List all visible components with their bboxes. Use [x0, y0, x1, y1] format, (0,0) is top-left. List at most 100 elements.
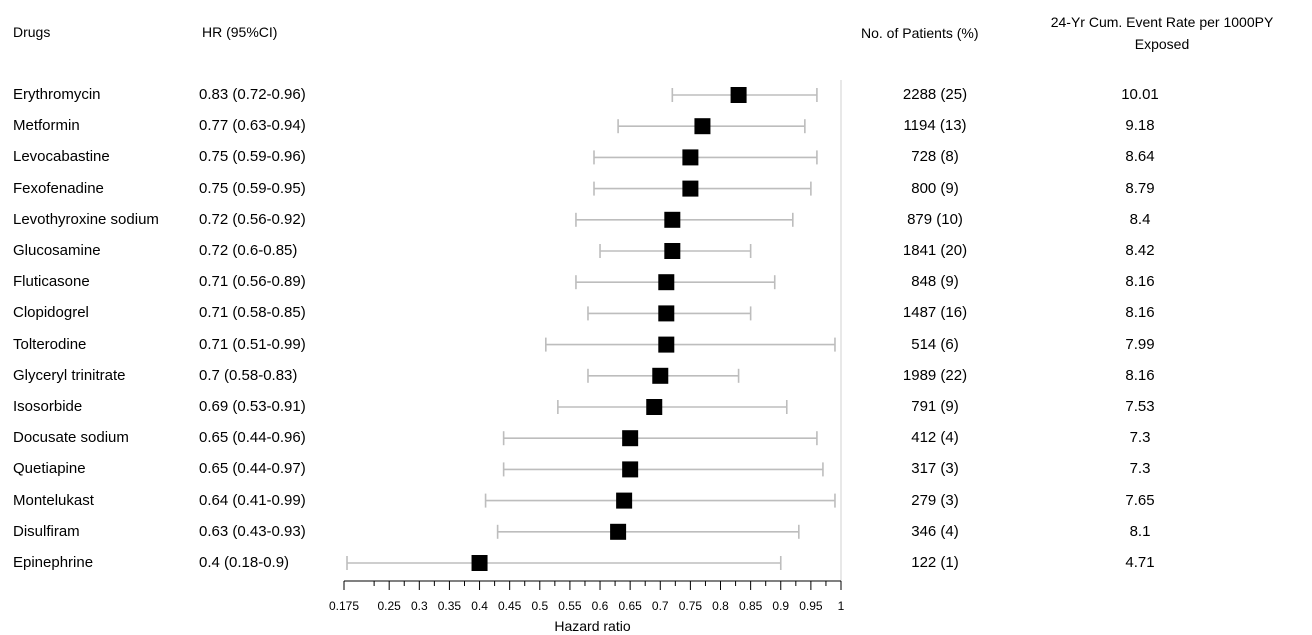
- event-rate: 7.3: [1129, 460, 1151, 478]
- x-tick-label: 0.35: [438, 599, 462, 613]
- event-rate: 8.42: [1125, 242, 1155, 259]
- hr-point: [682, 180, 699, 197]
- patients-count: 1194 (13): [903, 117, 967, 135]
- drug-name: Epinephrine: [13, 554, 94, 571]
- event-rate: 8.16: [1125, 304, 1155, 322]
- patients-count: 122 (1): [911, 554, 959, 571]
- patients-count: 317 (3): [911, 460, 959, 478]
- x-tick-label: 0.3: [411, 599, 428, 613]
- x-tick-label: 0.95: [799, 599, 823, 613]
- hr-point: [664, 243, 681, 259]
- hr-ci-text: 0.71 (0.51-0.99): [199, 335, 306, 353]
- hr-ci-text: 0.63 (0.43-0.93): [199, 522, 306, 540]
- hr-point: [610, 523, 627, 540]
- patients-count: 346 (4): [911, 522, 959, 540]
- x-axis-title: Hazard ratio: [554, 618, 630, 634]
- drug-name: Clopidogrel: [13, 304, 89, 322]
- header-patients: No. of Patients (%): [861, 25, 979, 41]
- x-tick-label: 0.175: [329, 599, 359, 613]
- x-tick-label: 0.65: [618, 599, 642, 613]
- x-tick-label: 0.6: [592, 599, 609, 613]
- header-drugs: Drugs: [13, 24, 51, 40]
- drug-name: Levocabastine: [13, 148, 110, 166]
- drug-name: Quetiapine: [13, 460, 86, 478]
- hr-ci-text: 0.77 (0.63-0.94): [199, 117, 306, 135]
- drug-name: Metformin: [13, 117, 80, 135]
- event-rate: 10.01: [1121, 86, 1159, 103]
- event-rate: 7.65: [1125, 491, 1155, 509]
- event-rate: 8.79: [1125, 179, 1155, 197]
- x-tick-label: 0.45: [498, 599, 522, 613]
- x-tick-label: 0.9: [772, 599, 789, 613]
- hr-point: [682, 149, 699, 166]
- x-tick-label: 0.25: [378, 599, 402, 613]
- hr-ci-text: 0.4 (0.18-0.9): [199, 554, 290, 571]
- x-tick-label: 0.55: [558, 599, 582, 613]
- patients-count: 791 (9): [911, 398, 959, 415]
- x-tick-label: 0.75: [679, 599, 703, 613]
- drug-name: Glyceryl trinitrate: [13, 366, 126, 384]
- event-rate: 9.18: [1125, 117, 1155, 135]
- drug-name: Levothyroxine sodium: [13, 210, 159, 228]
- hr-ci-text: 0.83 (0.72-0.96): [199, 86, 306, 103]
- header-hr: HR (95%CI): [202, 24, 278, 40]
- hr-point: [616, 492, 633, 509]
- patients-count: 879 (10): [907, 210, 963, 228]
- hr-ci-text: 0.71 (0.58-0.85): [199, 304, 306, 322]
- hr-ci-text: 0.65 (0.44-0.97): [199, 460, 306, 478]
- header-event-rate: 24-Yr Cum. Event Rate per 1000PY Exposed: [1050, 14, 1274, 52]
- hr-point: [694, 118, 711, 135]
- hr-point: [658, 336, 675, 353]
- hr-ci-text: 0.65 (0.44-0.96): [199, 429, 306, 447]
- event-rate: 8.64: [1125, 148, 1155, 166]
- patients-count: 1487 (16): [902, 304, 968, 322]
- hr-ci-text: 0.75 (0.59-0.96): [199, 148, 306, 166]
- event-rate: 4.71: [1125, 554, 1155, 571]
- x-tick-label: 0.85: [739, 599, 763, 613]
- hr-ci-text: 0.71 (0.56-0.89): [199, 273, 306, 291]
- hr-ci-text: 0.72 (0.56-0.92): [199, 210, 306, 228]
- event-rate: 7.99: [1125, 335, 1155, 353]
- event-rate: 7.3: [1129, 429, 1151, 447]
- patients-count: 728 (8): [911, 148, 959, 166]
- drug-name: Disulfiram: [13, 522, 80, 540]
- hr-point: [658, 305, 675, 322]
- drug-name: Isosorbide: [13, 398, 83, 415]
- hr-ci-text: 0.69 (0.53-0.91): [199, 398, 306, 415]
- patients-count: 279 (3): [911, 491, 959, 509]
- drug-name: Erythromycin: [13, 86, 101, 103]
- drug-name: Tolterodine: [13, 335, 87, 353]
- patients-count: 514 (6): [911, 335, 959, 353]
- patients-count: 848 (9): [911, 273, 959, 291]
- patients-count: 412 (4): [911, 429, 959, 447]
- hr-ci-text: 0.7 (0.58-0.83): [199, 366, 298, 384]
- event-rate: 8.16: [1125, 366, 1155, 384]
- x-tick-label: 0.5: [531, 599, 548, 613]
- x-tick-label: 1: [838, 599, 845, 613]
- patients-count: 1989 (22): [902, 366, 968, 384]
- hr-point: [658, 274, 675, 291]
- x-tick-label: 0.8: [712, 599, 729, 613]
- x-tick-label: 0.4: [471, 599, 488, 613]
- patients-count: 1841 (20): [902, 242, 968, 259]
- drug-name: Docusate sodium: [13, 429, 129, 447]
- drug-name: Fluticasone: [13, 273, 90, 291]
- hr-point: [622, 430, 639, 447]
- hr-point: [652, 367, 669, 384]
- hr-point: [664, 211, 681, 228]
- event-rate: 8.4: [1129, 210, 1151, 228]
- event-rate: 8.16: [1125, 273, 1155, 291]
- drug-name: Montelukast: [13, 491, 94, 509]
- hr-ci-text: 0.72 (0.6-0.85): [199, 242, 298, 259]
- event-rate: 7.53: [1125, 398, 1155, 415]
- drug-name: Glucosamine: [13, 242, 101, 259]
- hr-point: [622, 461, 639, 478]
- event-rate: 8.1: [1129, 522, 1151, 540]
- x-tick-label: 0.7: [652, 599, 669, 613]
- patients-count: 800 (9): [911, 179, 959, 197]
- hr-point: [471, 555, 488, 571]
- hr-ci-text: 0.64 (0.41-0.99): [199, 491, 306, 509]
- drug-name: Fexofenadine: [13, 179, 104, 197]
- hr-ci-text: 0.75 (0.59-0.95): [199, 179, 306, 197]
